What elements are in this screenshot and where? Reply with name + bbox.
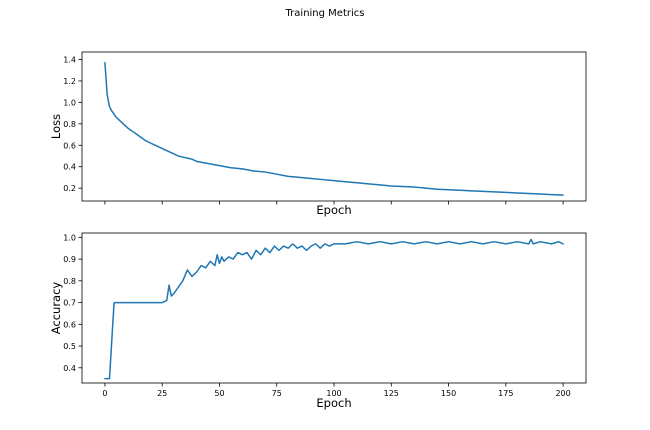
x-axis-label: Epoch	[316, 203, 351, 217]
x-axis-label: Epoch	[316, 396, 351, 410]
y-tick-label: 0.6	[63, 320, 76, 329]
y-tick-label: 1.0	[63, 233, 76, 242]
x-tick-label: 25	[157, 389, 167, 398]
y-tick-label: 1.4	[63, 56, 76, 65]
y-tick-label: 0.7	[63, 299, 76, 308]
x-tick-label: 50	[214, 389, 224, 398]
plot-area	[81, 51, 587, 202]
y-tick-label: 0.9	[63, 255, 76, 264]
x-tick-label: 75	[272, 389, 282, 398]
y-axis-label: Accuracy	[49, 282, 63, 335]
y-tick-label: 0.5	[63, 342, 76, 351]
y-tick-label: 0.8	[63, 120, 76, 129]
y-tick-label: 0.2	[63, 184, 76, 193]
x-tick-label: 100	[326, 389, 341, 398]
y-tick-label: 0.6	[63, 141, 76, 150]
figure-title: Training Metrics	[285, 8, 365, 19]
chart-panel-2: 0.4 0.5 0.6 0.7 0.8 0.9 1.0 0 25 50 75 100 125 150 175…	[49, 232, 587, 410]
x-tick-label: 150	[441, 389, 456, 398]
y-axis-label: Loss	[49, 114, 63, 139]
x-tick-label: 175	[498, 389, 513, 398]
y-tick-label: 0.8	[63, 277, 76, 286]
chart-panel-1: 0.2 0.4 0.6 0.8 1.0 1.2 1.4 Epoch Loss	[49, 51, 587, 217]
y-tick-label: 0.4	[63, 364, 76, 373]
y-tick-label: 0.4	[63, 163, 76, 172]
x-tick-label: 0	[102, 389, 107, 398]
y-tick-label: 1.2	[63, 77, 76, 86]
x-tick-label: 125	[384, 389, 399, 398]
x-tick-label: 200	[555, 389, 570, 398]
accuracy-series-line	[104, 238, 564, 380]
y-tick-label: 1.0	[63, 98, 76, 107]
plot-area	[81, 232, 587, 384]
loss-series-line	[104, 61, 564, 196]
